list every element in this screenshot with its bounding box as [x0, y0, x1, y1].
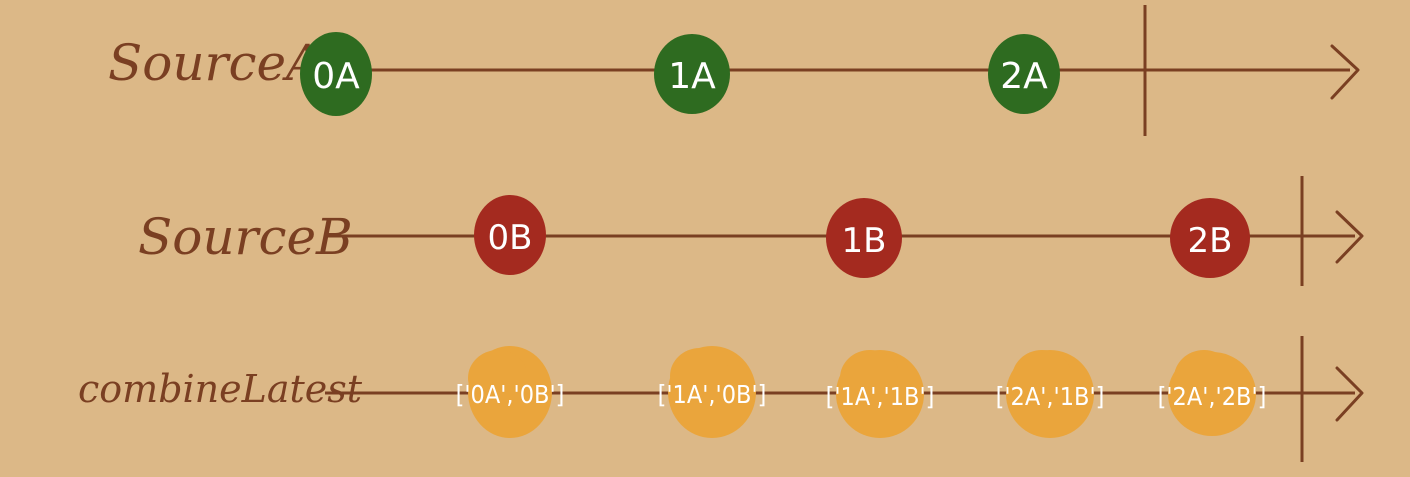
marble-1a: 1A — [654, 34, 730, 114]
stream-label-source-a: SourceA — [108, 34, 322, 92]
arrowhead-source-b — [1335, 210, 1364, 264]
marble-label: 0B — [488, 218, 533, 258]
marble-label: 2B — [1188, 221, 1233, 261]
arrowhead-source-a — [1330, 44, 1360, 100]
combined-marble-1: ['0A','0B'] — [456, 346, 565, 438]
marble-label: 2A — [1000, 56, 1048, 97]
marble-label: 1B — [842, 221, 887, 261]
combined-marble-3: ['1A','1B'] — [826, 350, 935, 438]
stream-combine-latest: combineLatest ['0A','0B'] ['1A','0B'] ['… — [78, 336, 1364, 462]
combined-marble-4: ['2A','1B'] — [996, 350, 1105, 438]
stream-source-a: SourceA 0A 1A 2A — [108, 5, 1360, 136]
combined-marble-label: ['2A','1B'] — [996, 382, 1105, 411]
arrowhead-combine-latest — [1335, 366, 1364, 422]
marble-0b: 0B — [474, 195, 546, 275]
marble-2a: 2A — [988, 34, 1060, 114]
marble-label: 0A — [312, 56, 360, 97]
stream-label-combine-latest: combineLatest — [78, 367, 363, 411]
combined-marble-label: ['2A','2B'] — [1158, 382, 1267, 411]
combined-marble-5: ['2A','2B'] — [1158, 350, 1267, 436]
marble-2b: 2B — [1170, 198, 1250, 278]
combined-marble-2: ['1A','0B'] — [658, 346, 767, 438]
marble-1b: 1B — [826, 198, 902, 278]
marble-label: 1A — [668, 56, 716, 97]
combined-marble-label: ['0A','0B'] — [456, 380, 565, 409]
combined-marble-label: ['1A','0B'] — [658, 380, 767, 409]
stream-label-source-b: SourceB — [138, 208, 353, 266]
marble-0a: 0A — [300, 32, 372, 116]
combined-marble-label: ['1A','1B'] — [826, 382, 935, 411]
stream-source-b: SourceB 0B 1B 2B — [138, 176, 1364, 286]
